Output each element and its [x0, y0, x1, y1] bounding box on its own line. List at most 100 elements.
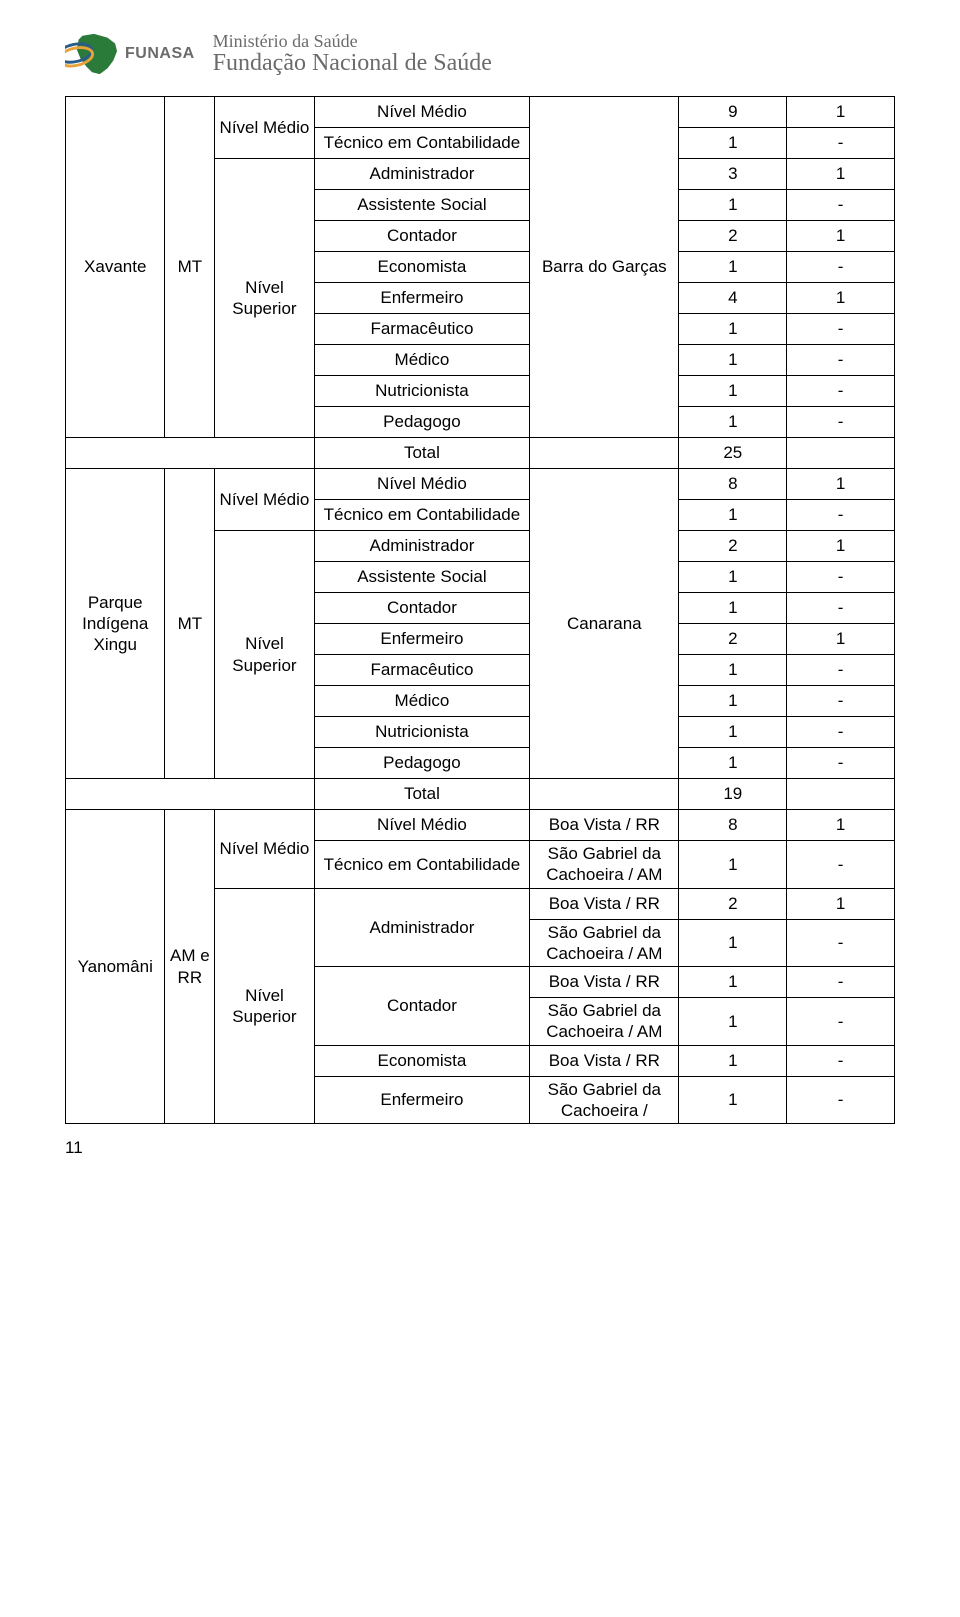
- value-cell: 1: [679, 686, 787, 717]
- uf-cell: MT: [165, 97, 215, 438]
- total-label: Total: [314, 779, 530, 810]
- value-cell: -: [787, 655, 895, 686]
- level-cell: Nível Superior: [215, 159, 314, 438]
- value-cell: -: [787, 593, 895, 624]
- value-cell: -: [787, 562, 895, 593]
- brazil-map-icon: [65, 30, 123, 78]
- value-cell: 1: [679, 841, 787, 889]
- role-cell: Administrador: [314, 531, 530, 562]
- table-row: Parque Indígena XinguMTNível MédioNível …: [66, 469, 895, 500]
- role-cell: Nível Médio: [314, 469, 530, 500]
- role-cell: Enfermeiro: [314, 283, 530, 314]
- value-cell: 1: [787, 469, 895, 500]
- level-cell: Nível Médio: [215, 810, 314, 889]
- value-cell: -: [787, 376, 895, 407]
- role-cell: Pedagogo: [314, 748, 530, 779]
- total-loc: [530, 779, 679, 810]
- value-cell: -: [787, 998, 895, 1046]
- role-cell: Contador: [314, 221, 530, 252]
- value-cell: 1: [679, 593, 787, 624]
- value-cell: 1: [787, 159, 895, 190]
- role-cell: Nível Médio: [314, 810, 530, 841]
- location-cell: São Gabriel da Cachoeira /: [530, 1076, 679, 1124]
- value-cell: -: [787, 967, 895, 998]
- total-value: 19: [679, 779, 787, 810]
- page-number: 11: [65, 1138, 83, 1158]
- role-cell: Médico: [314, 686, 530, 717]
- value-cell: 1: [679, 562, 787, 593]
- level-cell: Nível Superior: [215, 531, 314, 779]
- role-cell: Técnico em Contabilidade: [314, 500, 530, 531]
- total-value: 25: [679, 438, 787, 469]
- value-cell: -: [787, 252, 895, 283]
- role-cell: Economista: [314, 252, 530, 283]
- value-cell: 1: [679, 1045, 787, 1076]
- location-cell: Boa Vista / RR: [530, 1045, 679, 1076]
- value-cell: 8: [679, 810, 787, 841]
- role-cell: Administrador: [314, 888, 530, 967]
- value-cell: -: [787, 919, 895, 967]
- total-row: Total 25: [66, 438, 895, 469]
- uf-cell: MT: [165, 469, 215, 779]
- value-cell: 1: [787, 221, 895, 252]
- value-cell: -: [787, 500, 895, 531]
- funasa-logo: FUNASA: [65, 30, 195, 78]
- table-row: YanomâniAM e RRNível MédioNível MédioBoa…: [66, 810, 895, 841]
- dsei-cell: Xavante: [66, 97, 165, 438]
- role-cell: Nível Médio: [314, 97, 530, 128]
- value-cell: 2: [679, 531, 787, 562]
- location-cell: Boa Vista / RR: [530, 967, 679, 998]
- value-cell: -: [787, 128, 895, 159]
- level-cell: Nível Médio: [215, 469, 314, 531]
- role-cell: Contador: [314, 593, 530, 624]
- value-cell: 1: [787, 97, 895, 128]
- role-cell: Assistente Social: [314, 190, 530, 221]
- value-cell: 3: [679, 159, 787, 190]
- value-cell: 4: [679, 283, 787, 314]
- total-value: [787, 779, 895, 810]
- value-cell: 2: [679, 624, 787, 655]
- value-cell: 1: [679, 314, 787, 345]
- role-cell: Enfermeiro: [314, 1076, 530, 1124]
- role-cell: Farmacêutico: [314, 314, 530, 345]
- value-cell: -: [787, 345, 895, 376]
- role-cell: Assistente Social: [314, 562, 530, 593]
- value-cell: 2: [679, 888, 787, 919]
- allocation-table: XavanteMTNível MédioNível MédioBarra do …: [65, 96, 895, 1124]
- value-cell: -: [787, 1076, 895, 1124]
- value-cell: 1: [679, 128, 787, 159]
- value-cell: 1: [679, 500, 787, 531]
- value-cell: -: [787, 717, 895, 748]
- level-cell: Nível Médio: [215, 97, 314, 159]
- table-row: XavanteMTNível MédioNível MédioBarra do …: [66, 97, 895, 128]
- ministry-line1: Ministério da Saúde: [213, 31, 492, 52]
- value-cell: 1: [679, 252, 787, 283]
- location-cell: Barra do Garças: [530, 97, 679, 438]
- total-loc: [530, 438, 679, 469]
- value-cell: -: [787, 190, 895, 221]
- value-cell: 2: [679, 221, 787, 252]
- uf-cell: AM e RR: [165, 810, 215, 1124]
- role-cell: Administrador: [314, 159, 530, 190]
- total-label: Total: [314, 438, 530, 469]
- role-cell: Contador: [314, 967, 530, 1046]
- value-cell: 1: [787, 283, 895, 314]
- value-cell: -: [787, 686, 895, 717]
- value-cell: 1: [679, 717, 787, 748]
- role-cell: Nutricionista: [314, 717, 530, 748]
- total-spacer: [66, 438, 315, 469]
- value-cell: 1: [787, 624, 895, 655]
- funasa-text: FUNASA: [125, 45, 195, 63]
- location-cell: São Gabriel da Cachoeira / AM: [530, 841, 679, 889]
- value-cell: 1: [679, 1076, 787, 1124]
- role-cell: Pedagogo: [314, 407, 530, 438]
- role-cell: Técnico em Contabilidade: [314, 128, 530, 159]
- role-cell: Farmacêutico: [314, 655, 530, 686]
- value-cell: 1: [679, 748, 787, 779]
- value-cell: -: [787, 1045, 895, 1076]
- page-header: FUNASA Ministério da Saúde Fundação Naci…: [65, 30, 895, 78]
- ministry-block: Ministério da Saúde Fundação Nacional de…: [213, 31, 492, 77]
- value-cell: 1: [787, 888, 895, 919]
- value-cell: 1: [787, 810, 895, 841]
- total-value: [787, 438, 895, 469]
